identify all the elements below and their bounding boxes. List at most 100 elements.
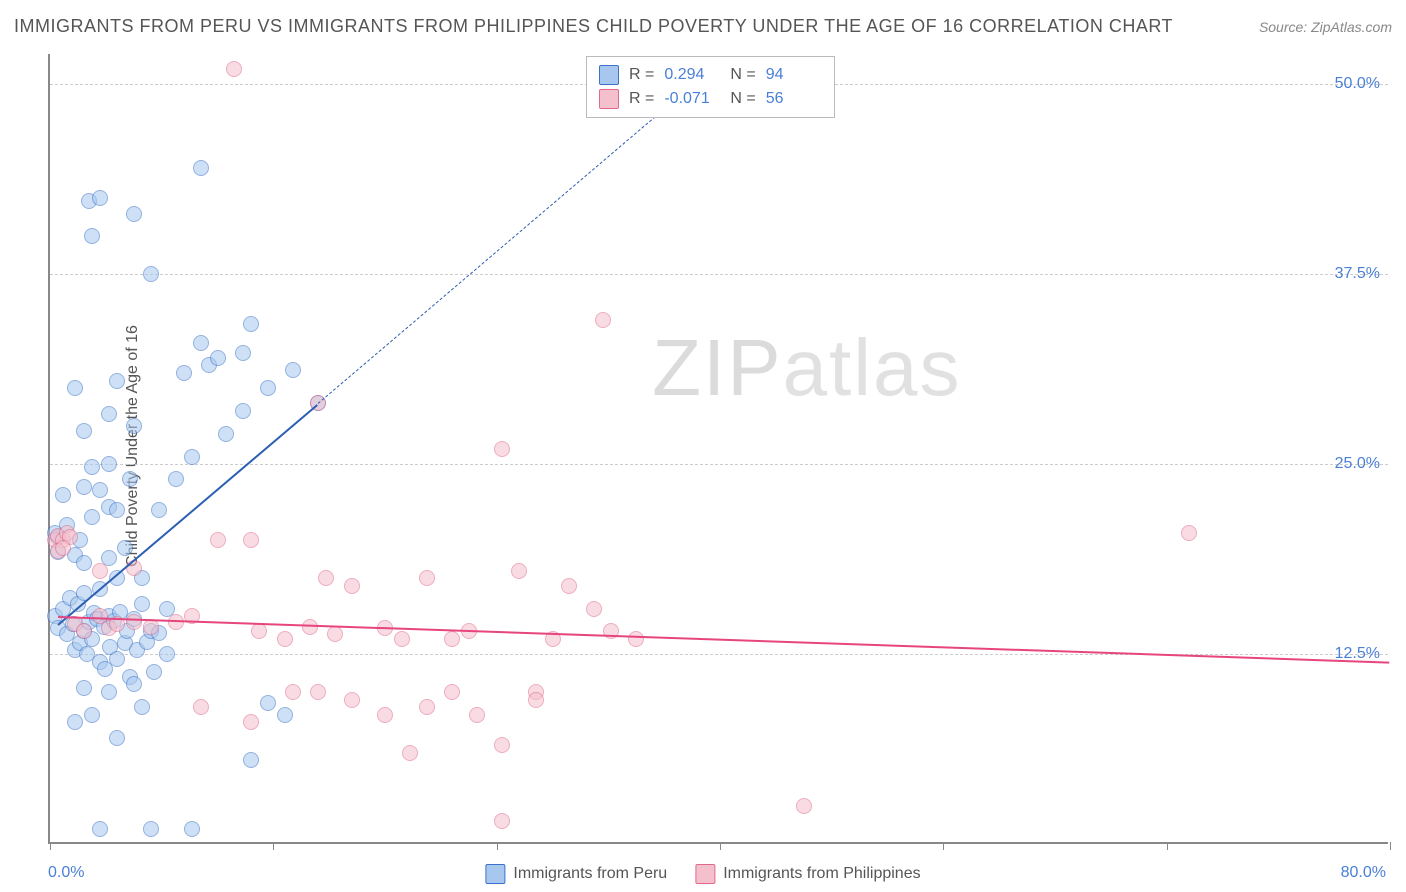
data-point — [92, 190, 108, 206]
data-point — [419, 699, 435, 715]
data-point — [210, 532, 226, 548]
data-point — [92, 821, 108, 837]
scatter-plot-area: ZIPatlas 12.5%25.0%37.5%50.0%R =0.294N =… — [48, 54, 1388, 844]
data-point — [218, 426, 234, 442]
data-point — [394, 631, 410, 647]
data-point — [84, 509, 100, 525]
x-tick — [943, 842, 944, 850]
data-point — [210, 350, 226, 366]
data-point — [419, 570, 435, 586]
stats-box: R = 0.294 N = 94R = -0.071 N = 56 — [586, 56, 835, 118]
stat-n-label: N = — [730, 87, 755, 111]
data-point — [92, 563, 108, 579]
stat-n-value: 56 — [766, 87, 822, 111]
data-point — [109, 502, 125, 518]
trend-line — [58, 616, 1390, 664]
y-tick-label: 50.0% — [1335, 75, 1380, 93]
stats-swatch — [599, 65, 619, 85]
data-point — [243, 532, 259, 548]
data-point — [168, 471, 184, 487]
data-point — [159, 646, 175, 662]
data-point — [796, 798, 812, 814]
data-point — [444, 631, 460, 647]
data-point — [176, 365, 192, 381]
data-point — [586, 601, 602, 617]
x-tick — [497, 842, 498, 850]
x-tick — [273, 842, 274, 850]
data-point — [109, 651, 125, 667]
data-point — [494, 441, 510, 457]
data-point — [260, 380, 276, 396]
stat-n-value: 94 — [766, 63, 822, 87]
x-tick — [1167, 842, 1168, 850]
data-point — [143, 821, 159, 837]
watermark: ZIPatlas — [652, 322, 961, 414]
data-point — [55, 487, 71, 503]
legend-label-philippines: Immigrants from Philippines — [723, 865, 920, 883]
data-point — [126, 206, 142, 222]
data-point — [134, 596, 150, 612]
data-point — [595, 312, 611, 328]
data-point — [277, 631, 293, 647]
data-point — [243, 714, 259, 730]
data-point — [122, 471, 138, 487]
data-point — [318, 570, 334, 586]
data-point — [76, 555, 92, 571]
data-point — [402, 745, 418, 761]
data-point — [126, 614, 142, 630]
stats-swatch — [599, 89, 619, 109]
legend-item-peru: Immigrants from Peru — [485, 864, 667, 884]
data-point — [243, 316, 259, 332]
data-point — [628, 631, 644, 647]
x-axis-min-label: 0.0% — [48, 864, 84, 882]
data-point — [146, 664, 162, 680]
x-tick — [1390, 842, 1391, 850]
data-point — [126, 418, 142, 434]
data-point — [184, 449, 200, 465]
legend-swatch-peru — [485, 864, 505, 884]
data-point — [344, 578, 360, 594]
source-attribution: Source: ZipAtlas.com — [1259, 19, 1392, 35]
x-tick — [50, 842, 51, 850]
data-point — [528, 692, 544, 708]
legend: Immigrants from Peru Immigrants from Phi… — [485, 864, 920, 884]
data-point — [76, 623, 92, 639]
data-point — [494, 737, 510, 753]
stat-r-value: 0.294 — [664, 63, 720, 87]
data-point — [126, 676, 142, 692]
stat-r-value: -0.071 — [664, 87, 720, 111]
data-point — [184, 821, 200, 837]
data-point — [109, 373, 125, 389]
data-point — [511, 563, 527, 579]
stat-r-label: R = — [629, 63, 654, 87]
data-point — [109, 730, 125, 746]
stats-row: R = -0.071 N = 56 — [599, 87, 822, 111]
chart-title: IMMIGRANTS FROM PERU VS IMMIGRANTS FROM … — [14, 16, 1173, 37]
data-point — [92, 482, 108, 498]
data-point — [277, 707, 293, 723]
data-point — [243, 752, 259, 768]
data-point — [344, 692, 360, 708]
y-tick-label: 37.5% — [1335, 265, 1380, 283]
data-point — [444, 684, 460, 700]
data-point — [117, 540, 133, 556]
legend-item-philippines: Immigrants from Philippines — [695, 864, 920, 884]
data-point — [76, 479, 92, 495]
data-point — [67, 380, 83, 396]
data-point — [1181, 525, 1197, 541]
data-point — [193, 699, 209, 715]
data-point — [84, 707, 100, 723]
data-point — [67, 714, 83, 730]
data-point — [327, 626, 343, 642]
grid-line — [50, 274, 1388, 275]
data-point — [226, 61, 242, 77]
stat-r-label: R = — [629, 87, 654, 111]
grid-line — [50, 464, 1388, 465]
data-point — [76, 423, 92, 439]
data-point — [235, 345, 251, 361]
data-point — [76, 680, 92, 696]
data-point — [84, 459, 100, 475]
data-point — [377, 707, 393, 723]
data-point — [494, 813, 510, 829]
data-point — [101, 456, 117, 472]
